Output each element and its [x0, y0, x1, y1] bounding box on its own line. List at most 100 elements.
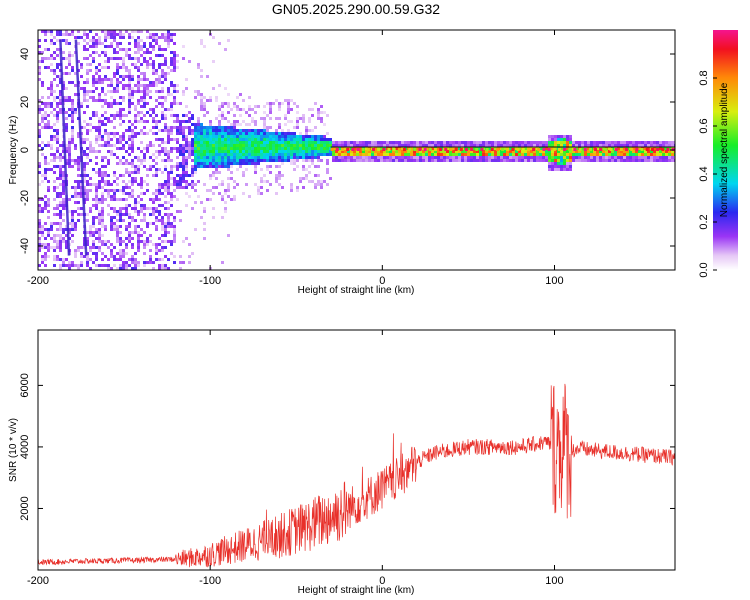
spectrogram-cell: [146, 36, 149, 39]
spectrogram-cell: [284, 156, 287, 159]
spectrogram-cell: [506, 159, 509, 162]
spectrogram-cell: [104, 240, 107, 243]
spectrogram-cell: [437, 150, 440, 153]
carrier-cell: [532, 148, 536, 151]
spectrogram-cell: [449, 150, 452, 153]
spectrogram-cell: [194, 90, 197, 93]
spectrogram-cell: [386, 159, 389, 162]
spectrogram-cell: [512, 144, 515, 147]
spectrogram-cell: [161, 225, 164, 228]
spectrogram-cell: [221, 105, 224, 108]
spectrogram-cell: [239, 141, 242, 144]
spectrogram-cell: [113, 225, 116, 228]
spectrogram-cell: [635, 150, 638, 153]
spectrogram-cell: [608, 153, 611, 156]
spectrogram-cell: [374, 141, 377, 144]
spectrogram-cell: [167, 132, 170, 135]
spectrogram-cell: [116, 72, 119, 75]
spectrogram-cell: [188, 243, 191, 246]
spectrogram-cell: [194, 138, 197, 141]
spectrogram-cell: [59, 222, 62, 225]
spectrogram-cell: [263, 174, 266, 177]
spectrogram-cell: [236, 138, 239, 141]
spectrogram-cell: [293, 126, 296, 129]
spectrogram-cell: [167, 87, 170, 90]
spectrogram-cell: [140, 105, 143, 108]
spectrogram-cell: [95, 264, 98, 267]
spectrogram-cell: [263, 105, 266, 108]
spectrogram-cell: [128, 81, 131, 84]
spectrogram-cell: [359, 144, 362, 147]
spectrogram-cell: [566, 150, 569, 153]
spectrogram-cell: [407, 159, 410, 162]
spectrogram-cell: [614, 159, 617, 162]
carrier-cell: [335, 148, 339, 151]
spectrogram-cell: [53, 36, 56, 39]
spectrogram-cell: [68, 150, 71, 153]
spectrogram-cell: [410, 150, 413, 153]
spectrogram-cell: [134, 258, 137, 261]
spectrogram-cell: [125, 75, 128, 78]
spectrogram-cell: [101, 159, 104, 162]
spectrogram-cell: [65, 30, 68, 33]
spectrogram-cell: [284, 132, 287, 135]
spectrogram-cell: [644, 153, 647, 156]
spectrogram-cell: [119, 117, 122, 120]
spectrogram-cell: [83, 162, 86, 165]
spectrogram-cell: [59, 168, 62, 171]
spectrogram-cell: [38, 69, 41, 72]
spectrogram-cell: [569, 153, 572, 156]
spectrogram-cell: [107, 240, 110, 243]
spectrogram-cell: [509, 144, 512, 147]
spectrogram-cell: [137, 114, 140, 117]
spectrogram-cell: [464, 150, 467, 153]
spectrogram-cell: [152, 153, 155, 156]
spectrogram-cell: [59, 171, 62, 174]
spectrogram-cell: [161, 246, 164, 249]
spectrogram-cell: [593, 153, 596, 156]
spectrogram-cell: [503, 150, 506, 153]
spectrogram-cell: [602, 159, 605, 162]
spectrogram-cell: [59, 93, 62, 96]
spectrogram-cell: [65, 123, 68, 126]
spectrogram-cell: [617, 147, 620, 150]
spectrogram-cell: [152, 36, 155, 39]
spectrogram-cell: [122, 249, 125, 252]
spectrogram-cell: [182, 147, 185, 150]
spectrogram-cell: [143, 165, 146, 168]
spectrogram-cell: [332, 153, 335, 156]
spectrogram-cell: [230, 156, 233, 159]
spectrogram-cell: [188, 117, 191, 120]
spectrogram-cell: [167, 36, 170, 39]
spectrogram-cell: [602, 141, 605, 144]
spectrogram-cell: [122, 78, 125, 81]
spectrogram-cell: [662, 153, 665, 156]
spectrogram-cell: [65, 150, 68, 153]
spectrogram-cell: [56, 48, 59, 51]
spectrogram-cell: [263, 117, 266, 120]
spectrogram-cell: [41, 96, 44, 99]
spectrogram-cell: [266, 141, 269, 144]
spectrogram-cell: [44, 33, 47, 36]
spectrogram-cell: [452, 156, 455, 159]
spectrogram-cell: [329, 150, 332, 153]
spectrogram-cell: [41, 243, 44, 246]
spectrogram-cell: [182, 114, 185, 117]
spectrogram-cell: [44, 117, 47, 120]
spectrogram-cell: [179, 174, 182, 177]
spectrogram-cell: [269, 108, 272, 111]
spectrogram-cell: [605, 144, 608, 147]
spectrogram-cell: [179, 153, 182, 156]
carrier-cell: [661, 148, 665, 151]
spectrogram-cell: [59, 246, 62, 249]
spectrogram-cell: [224, 87, 227, 90]
spectrogram-cell: [218, 159, 221, 162]
spectrogram-cell: [425, 159, 428, 162]
carrier-cell: [418, 148, 422, 151]
spectrogram-cell: [212, 174, 215, 177]
spectrogram-cell: [401, 141, 404, 144]
spectrogram-cell: [230, 198, 233, 201]
spectrogram-cell: [65, 225, 68, 228]
spectrogram-cell: [176, 102, 179, 105]
spectrogram-cell: [230, 132, 233, 135]
